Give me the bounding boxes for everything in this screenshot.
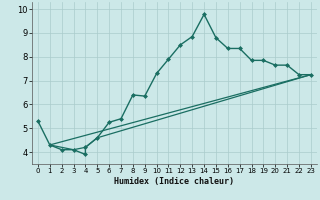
X-axis label: Humidex (Indice chaleur): Humidex (Indice chaleur) <box>115 177 234 186</box>
